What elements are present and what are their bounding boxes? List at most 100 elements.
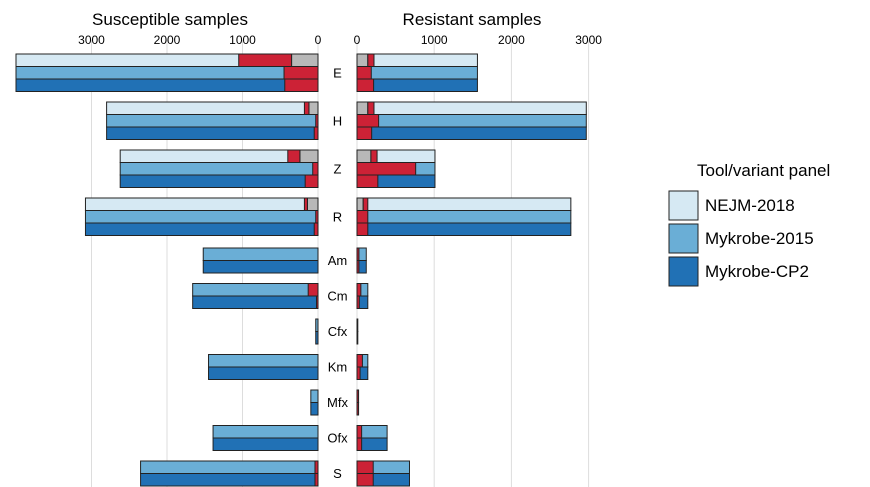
bar-susceptible-Z-0 [119,149,319,163]
bar-missing-resistant-R-0 [356,197,364,211]
bar-susceptible-Cm-2 [192,295,319,309]
bar-fill-resistant-H-0 [356,101,587,115]
bar-mismatch-resistant-E-0 [367,53,375,67]
bar-mismatch-resistant-H-2 [356,126,373,140]
bar-susceptible-S-1 [140,460,319,474]
tick-label-resistant-3000: 3000 [575,33,602,47]
bar-resistant-E-0 [356,53,478,67]
bar-resistant-R-0 [356,197,572,211]
bar-fill-susceptible-Am-2 [202,260,319,274]
legend: Tool/variant panel NEJM-2018 Mykrobe-2015… [668,161,830,287]
bar-fill-susceptible-E-1 [15,66,319,80]
bar-fill-susceptible-H-0 [106,101,319,115]
bar-fill-susceptible-Z-2 [119,174,319,188]
drug-label-Ofx: Ofx [327,431,348,446]
legend-label-2: Mykrobe-CP2 [705,262,809,281]
bar-mismatch-resistant-R-0 [362,197,369,211]
bar-susceptible-R-1 [84,210,319,224]
bar-mismatch-susceptible-E-0 [238,53,293,67]
bar-fill-susceptible-R-2 [84,222,319,236]
bar-mismatch-resistant-R-2 [356,222,369,236]
bar-resistant-Cm-1 [356,283,369,297]
bar-resistant-Cfx-2 [356,331,359,345]
bar-susceptible-Km-2 [208,366,319,380]
bar-mismatch-resistant-E-2 [356,78,375,92]
bar-fill-susceptible-S-2 [140,473,319,487]
bar-susceptible-Ofx-1 [212,425,319,439]
bar-fill-susceptible-Cfx-2 [315,331,319,345]
bar-mismatch-resistant-Ofx-1 [356,425,363,439]
bar-resistant-H-0 [356,101,587,115]
legend-swatch-2 [668,256,699,287]
bar-mismatch-susceptible-R-2 [313,222,319,236]
bar-susceptible-Mfx-1 [310,389,319,403]
bar-fill-resistant-Cfx-2 [356,331,359,345]
bar-mismatch-resistant-H-0 [367,101,375,115]
bar-fill-resistant-Cfx-1 [356,318,359,332]
bar-fill-susceptible-R-1 [84,210,319,224]
bar-susceptible-Am-1 [202,247,319,261]
legend-entry-0: NEJM-2018 [668,190,795,221]
legend-entry-1: Mykrobe-2015 [668,223,814,254]
bar-fill-susceptible-H-1 [106,114,319,128]
bar-missing-susceptible-R-0 [306,197,319,211]
drug-label-S: S [333,466,342,481]
bar-mismatch-resistant-Z-2 [356,174,379,188]
bar-fill-susceptible-H-2 [106,126,319,140]
bar-susceptible-Cm-1 [192,283,319,297]
drug-label-Cm: Cm [327,289,347,304]
bar-resistant-Am-1 [356,247,367,261]
bar-mismatch-susceptible-Z-1 [312,162,319,176]
bar-resistant-R-1 [356,210,572,224]
bar-mismatch-resistant-H-1 [356,114,380,128]
bar-resistant-S-1 [356,460,410,474]
bars [15,53,587,487]
bar-missing-susceptible-E-0 [291,53,319,67]
tick-label-susceptible-2000: 2000 [154,33,181,47]
labels: 0 1000 2000 3000 0 1000 2000 3000 E H Z R Am Cm Cfx Km M… [78,33,602,481]
bar-fill-resistant-E-1 [356,66,478,80]
bar-resistant-H-1 [356,114,587,128]
bar-mismatch-susceptible-Z-2 [304,174,319,188]
bar-resistant-E-2 [356,78,478,92]
bar-fill-susceptible-Km-1 [208,354,319,368]
bar-mismatch-susceptible-Z-0 [287,149,301,163]
bar-susceptible-H-1 [106,114,319,128]
bar-resistant-H-2 [356,126,587,140]
legend-swatch-0 [668,190,699,221]
bar-mismatch-resistant-R-1 [356,210,369,224]
bar-resistant-R-2 [356,222,572,236]
bar-susceptible-Cfx-1 [315,318,319,332]
bar-resistant-S-2 [356,473,410,487]
drug-label-R: R [333,209,342,224]
bar-susceptible-Z-1 [119,162,319,176]
bar-mismatch-resistant-Mfx-1 [356,389,360,403]
drug-label-E: E [333,65,342,80]
bar-mismatch-resistant-Cm-1 [356,283,362,297]
tick-label-resistant-1000: 1000 [421,33,448,47]
bar-fill-susceptible-Z-1 [119,162,319,176]
bar-mismatch-susceptible-H-1 [315,114,319,128]
bar-fill-resistant-E-2 [356,78,478,92]
bar-susceptible-Z-2 [119,174,319,188]
bar-mismatch-resistant-E-1 [356,66,372,80]
bar-susceptible-E-1 [15,66,319,80]
bar-resistant-Ofx-2 [356,437,388,451]
bar-mismatch-susceptible-R-0 [303,197,308,211]
bar-susceptible-S-2 [140,473,319,487]
bar-susceptible-H-0 [106,101,319,115]
legend-entry-2: Mykrobe-CP2 [668,256,809,287]
bar-susceptible-Cfx-2 [315,331,319,345]
drug-label-Mfx: Mfx [327,395,348,410]
tick-label-resistant-0: 0 [354,33,361,47]
bar-fill-susceptible-Mfx-2 [310,402,319,416]
bar-mismatch-susceptible-E-2 [284,78,319,92]
legend-swatch-1 [668,223,699,254]
tick-label-susceptible-3000: 3000 [78,33,105,47]
bar-fill-susceptible-Am-1 [202,247,319,261]
bar-missing-susceptible-H-0 [308,101,319,115]
bar-mismatch-resistant-Ofx-2 [356,437,363,451]
bar-resistant-Z-0 [356,149,436,163]
legend-label-1: Mykrobe-2015 [705,229,814,248]
